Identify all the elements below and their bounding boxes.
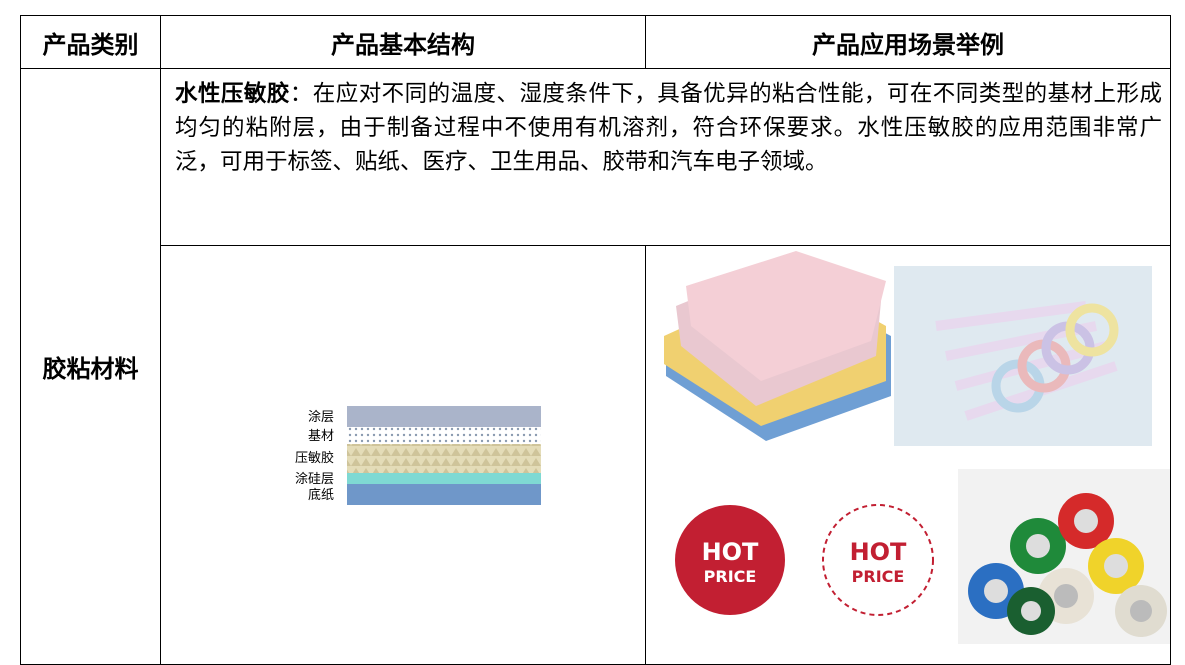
layer-label: 涂层 [308,409,334,425]
header-cell: 产品基本结构 [160,15,646,69]
layer-label: 底纸 [308,487,334,503]
layer-label: 压敏胶 [295,450,334,466]
layer-label: 基材 [308,429,334,444]
sticker-text: HOT [702,538,759,566]
category: 胶粘材料 [20,68,161,665]
sticker: HOT PRICE [675,505,785,615]
product-table: 产品类别 产品基本结构 产品应用场景举例 胶粘材料 水性压敏胶：在应对不同的温度… [20,15,1171,665]
sticker-text: PRICE [704,567,757,586]
term: 水性压敏胶 [175,81,290,107]
layer-label: 涂硅层 [295,471,334,487]
description: 水性压敏胶：在应对不同的温度、湿度条件下，具备优异的粘合性能，可在不同类型的基材… [160,68,1171,246]
separator: ： [289,81,313,107]
scenario-images: HOT PRICE HOT PRICE [664,251,1170,644]
header-cell: 产品类别 [20,15,161,69]
tape-rolls [958,469,1170,644]
description-text: 在应对不同的温度、湿度条件下，具备优异的粘合性能，可在不同类型的基材上形成均匀的… [175,81,1162,175]
header-cell: 产品应用场景举例 [645,15,1171,69]
sticky-notes [664,251,891,441]
structure-cell: 涂层基材压敏胶涂硅层 底纸 [160,245,646,665]
scenario-cell: HOT PRICE HOT PRICE [645,245,1171,665]
tape-photo [894,266,1152,446]
sticker-text: PRICE [852,567,905,586]
sticker-text: HOT [850,538,907,566]
sticker: HOT PRICE [822,504,934,616]
